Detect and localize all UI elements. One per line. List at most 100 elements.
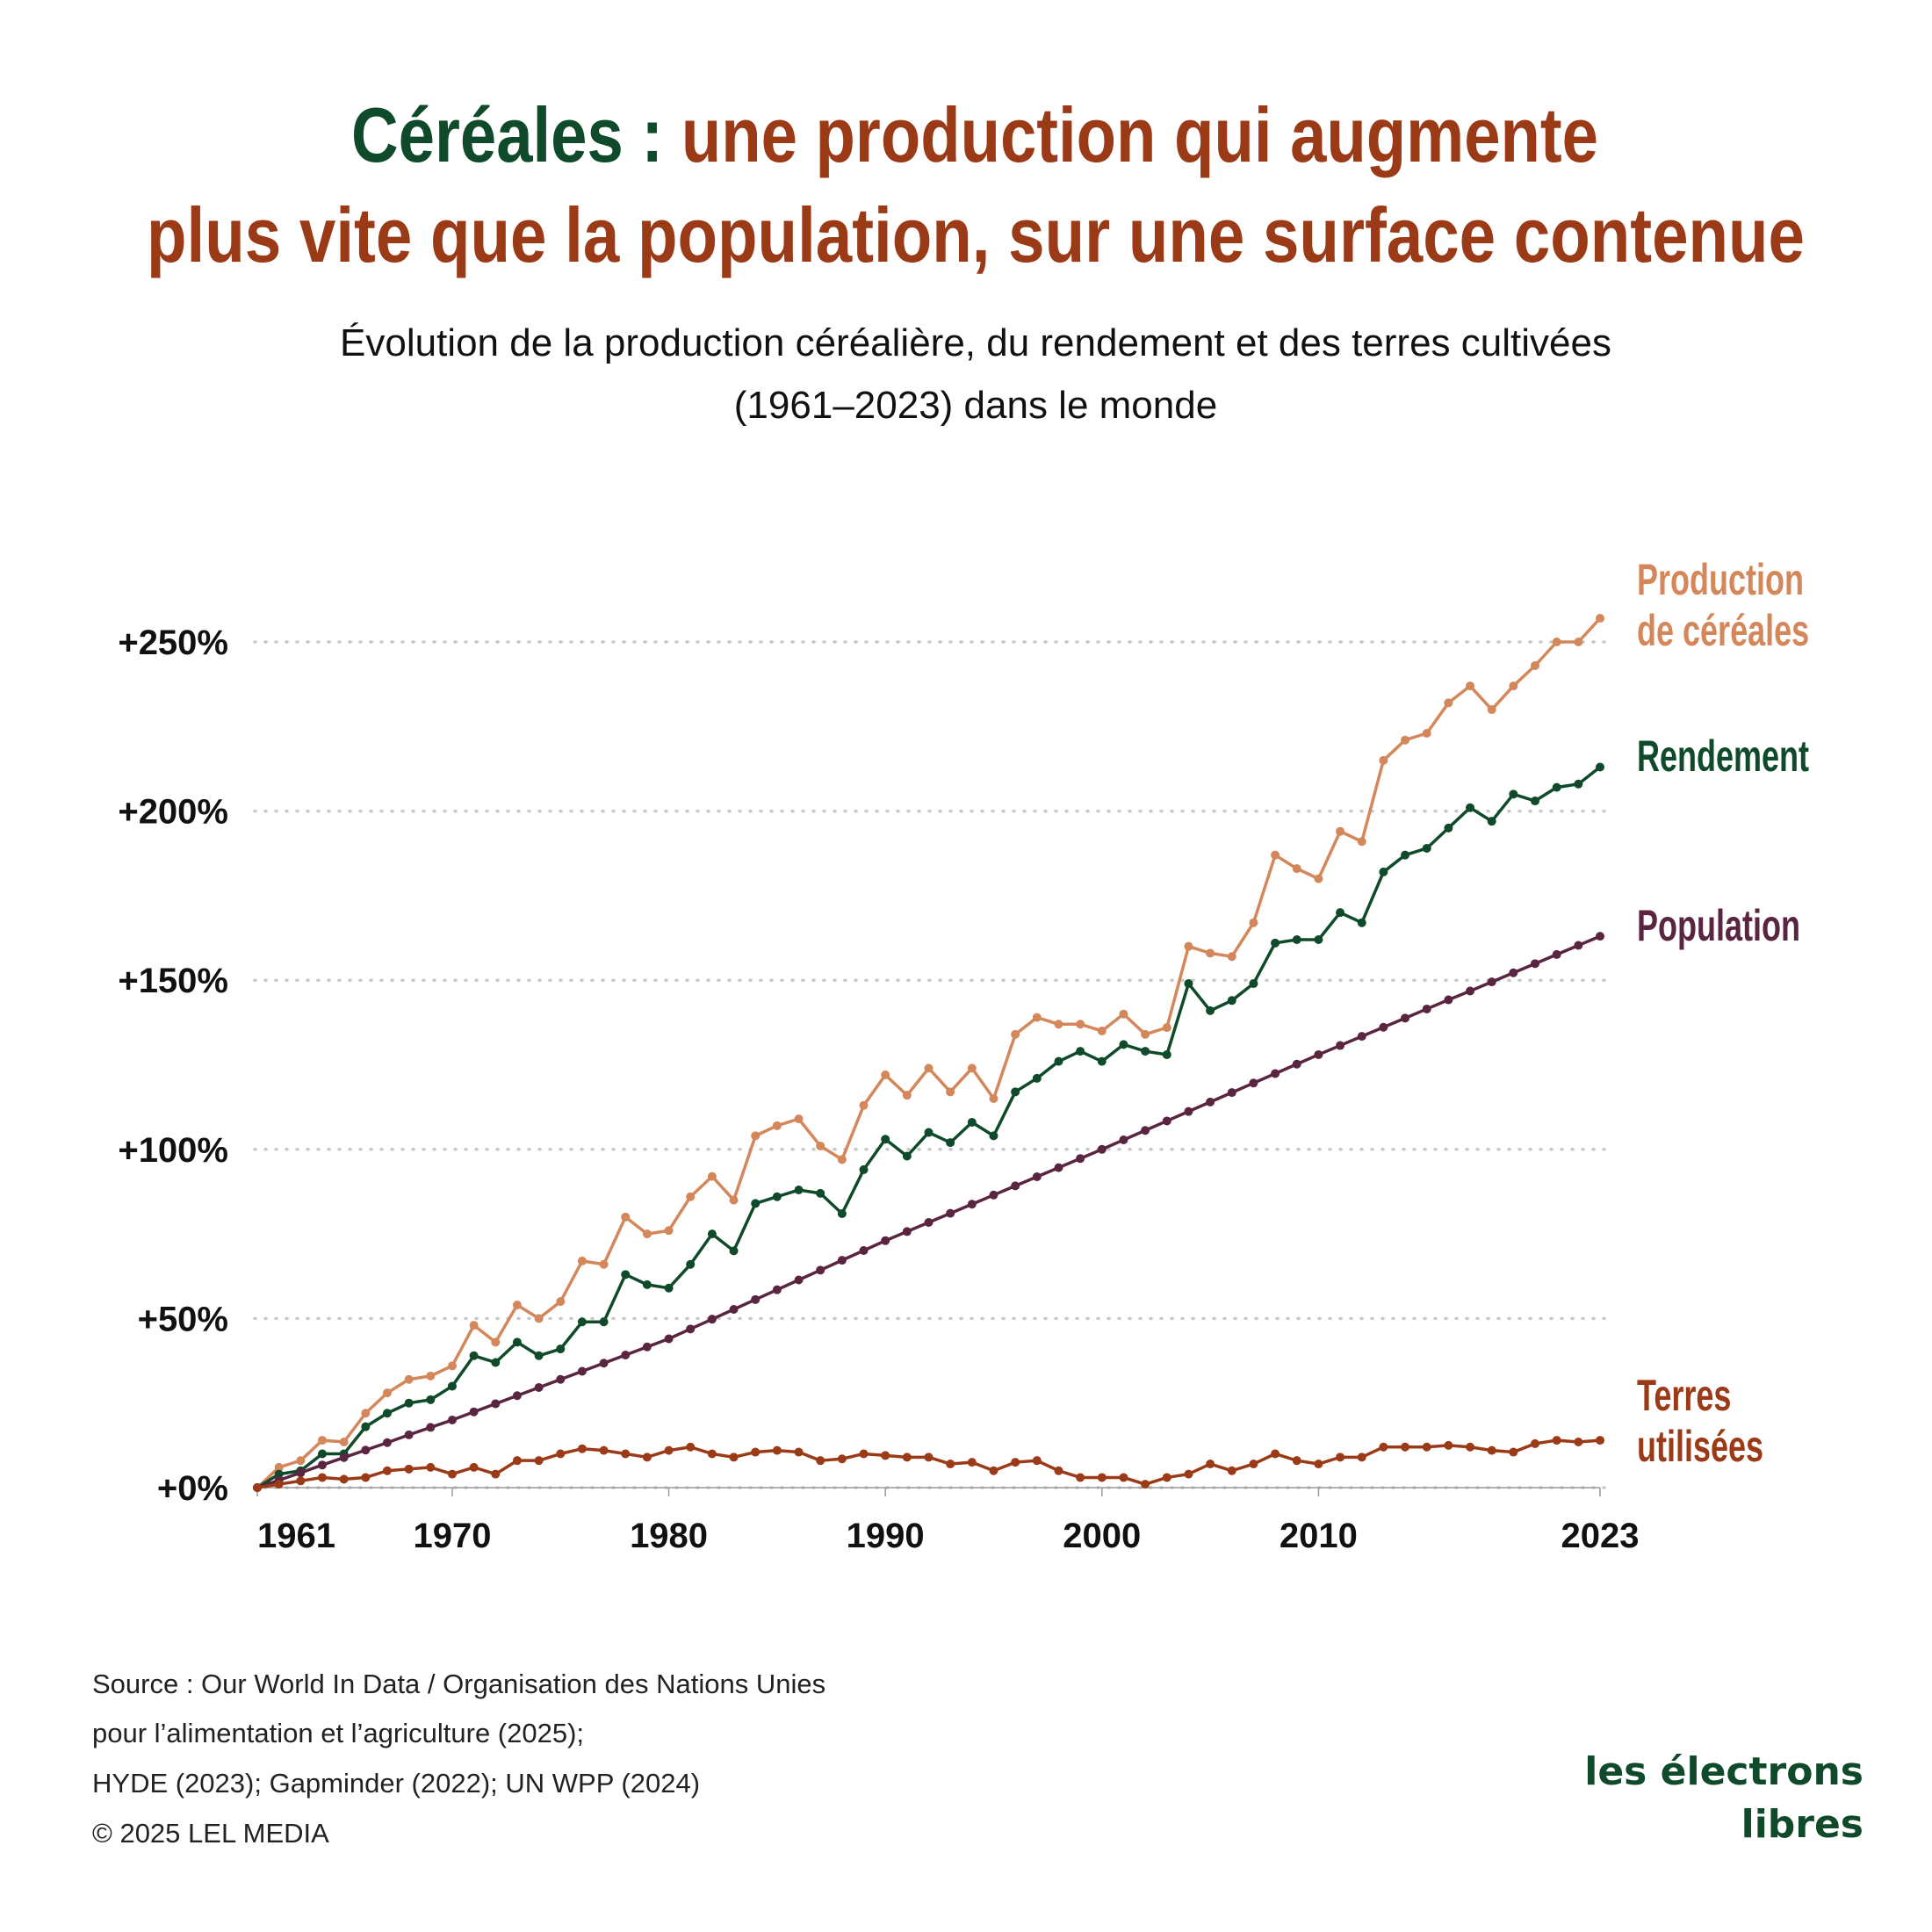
data-point <box>967 1063 977 1073</box>
data-point <box>361 1473 371 1482</box>
data-point <box>989 1466 998 1475</box>
data-point <box>686 1324 696 1334</box>
data-point <box>1314 934 1323 944</box>
data-point <box>1379 867 1388 876</box>
data-point <box>642 1229 652 1239</box>
data-point <box>772 1445 782 1455</box>
data-point <box>1314 874 1323 883</box>
data-point <box>577 1256 587 1265</box>
data-point <box>1292 934 1301 944</box>
data-point <box>1357 918 1366 927</box>
series <box>253 762 1604 1492</box>
data-point <box>1054 1056 1063 1066</box>
data-point <box>491 1469 501 1479</box>
data-point <box>1097 1026 1107 1035</box>
data-point <box>447 1381 457 1391</box>
data-point <box>1184 1107 1193 1116</box>
data-point <box>751 1199 761 1208</box>
data-point <box>1271 1449 1280 1459</box>
data-point <box>1184 979 1193 989</box>
data-point <box>1596 932 1604 941</box>
data-point <box>794 1447 804 1457</box>
data-point <box>577 1444 587 1453</box>
data-point <box>751 1131 761 1141</box>
data-point <box>1032 1456 1042 1466</box>
data-point <box>404 1374 414 1384</box>
data-point <box>1401 850 1410 860</box>
x-tick-label: 2010 <box>1280 1517 1358 1555</box>
data-point <box>1292 864 1301 874</box>
data-point <box>1011 1087 1020 1097</box>
data-point <box>1552 1436 1561 1445</box>
data-point <box>772 1121 782 1130</box>
data-point <box>491 1337 501 1347</box>
data-point <box>686 1442 696 1452</box>
data-point <box>1119 1040 1128 1049</box>
y-tick-label: +200% <box>118 793 228 832</box>
data-point <box>404 1398 414 1408</box>
data-point <box>296 1468 306 1478</box>
data-point <box>989 1094 998 1104</box>
source: © 2025 LEL MEDIA <box>92 1818 329 1849</box>
data-point <box>794 1186 804 1195</box>
data-point <box>751 1447 761 1457</box>
data-point <box>1314 1460 1323 1469</box>
subtitle: Évolution de la production céréalière, d… <box>340 321 1611 364</box>
data-point <box>1401 735 1410 745</box>
data-point <box>1509 968 1518 977</box>
y-tick-label: +150% <box>118 962 228 1000</box>
data-point <box>924 1453 934 1462</box>
data-point <box>1227 1466 1236 1475</box>
data-point <box>1271 850 1280 860</box>
data-point <box>1097 1056 1107 1066</box>
data-point <box>837 1256 847 1265</box>
data-point <box>1487 817 1496 826</box>
data-point <box>1076 1047 1085 1056</box>
data-point <box>967 1117 977 1127</box>
data-point <box>1032 1172 1042 1182</box>
data-point <box>1054 1020 1063 1029</box>
data-point <box>1011 1458 1020 1467</box>
data-point <box>361 1445 371 1455</box>
data-point <box>1336 1453 1345 1462</box>
data-point <box>1357 1032 1366 1042</box>
title-lead: Céréales : <box>351 91 663 178</box>
x-tick-label: 1980 <box>630 1517 708 1555</box>
data-point <box>794 1114 804 1124</box>
data-point <box>296 1456 306 1466</box>
logo: les électrons <box>1584 1749 1864 1794</box>
x-tick-label: 1970 <box>413 1517 491 1555</box>
data-point <box>946 1460 955 1469</box>
data-point <box>469 1462 479 1472</box>
data-point <box>729 1453 739 1462</box>
data-point <box>512 1300 522 1309</box>
data-point <box>512 1456 522 1466</box>
title-line: plus vite que la population, sur une sur… <box>147 191 1805 278</box>
data-point <box>1379 1442 1388 1452</box>
data-point <box>426 1395 436 1404</box>
data-point <box>664 1283 674 1293</box>
data-point <box>946 1087 955 1097</box>
data-point <box>1422 729 1431 739</box>
data-point <box>1119 1135 1128 1145</box>
data-point <box>1444 995 1453 1005</box>
data-point <box>1249 979 1258 989</box>
data-point <box>837 1208 847 1218</box>
data-point <box>317 1473 327 1482</box>
data-point <box>1531 1438 1540 1448</box>
data-point <box>816 1456 825 1466</box>
data-point <box>1487 977 1496 987</box>
data-point <box>1097 1473 1107 1482</box>
series <box>253 1436 1604 1492</box>
data-point <box>1076 1473 1085 1482</box>
chart-title: Céréales : une production qui augmente <box>351 91 1598 178</box>
data-point <box>1206 948 1215 958</box>
data-point <box>1422 1442 1431 1452</box>
data-point <box>1574 941 1583 950</box>
subtitle: (1961–2023) dans le monde <box>734 384 1217 427</box>
data-point <box>1552 949 1561 959</box>
data-point <box>816 1188 825 1198</box>
data-point <box>556 1449 566 1459</box>
